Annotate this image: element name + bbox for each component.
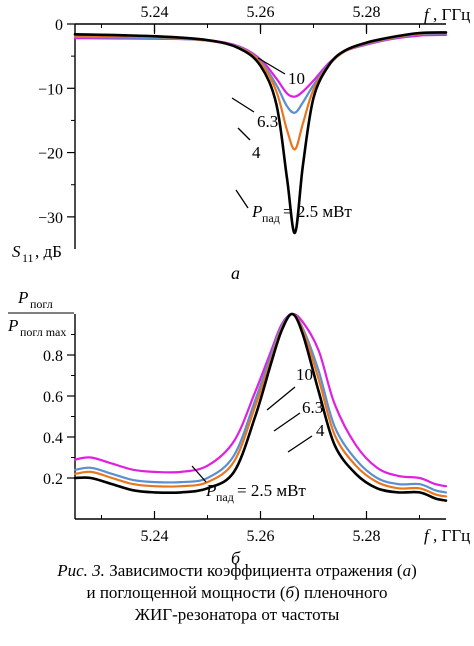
- chart-a-curve-label: 4: [252, 143, 261, 162]
- chart-a-series-2-5: [73, 31, 448, 235]
- caption-ref-a: а: [402, 561, 412, 580]
- chart-a-y-axis-symbol: S: [12, 242, 21, 261]
- chart-a-y-tick-label: −10: [38, 81, 63, 98]
- chart-a-y-axis-sub: 11: [22, 251, 34, 265]
- chart-b-y-axis-bottom-sub: погл max: [20, 325, 66, 339]
- chart-b-label-leader: [287, 435, 313, 453]
- chart-b-curve-label: 4: [316, 421, 325, 440]
- chart-a-labels: 106.34: [231, 57, 305, 209]
- chart-b-y-tick-label: 0.4: [43, 430, 63, 447]
- caption-text-1: Зависимости коэффициента отражения (: [104, 561, 403, 580]
- chart-a-panel-label: а: [231, 263, 240, 283]
- caption-text-2: и поглощенной мощности (: [86, 583, 286, 602]
- chart-b-y-tick-label: 0.6: [43, 389, 63, 406]
- chart-a-y-tick-label: 0: [55, 17, 63, 34]
- chart-b-series-2-5: [73, 312, 448, 502]
- caption-figure-label: Рис. 3.: [57, 561, 105, 580]
- chart-a-curve-label: 6.3: [257, 112, 278, 131]
- chart-b-x-tick-label: 5.28: [353, 528, 381, 545]
- chart-a-label-leader: [257, 57, 286, 75]
- chart-b-axes: 5.24 5.26 5.28 0.2 0.4 0.6 0.8: [43, 314, 446, 545]
- chart-b-power-value: = 2.5 мВт: [237, 481, 306, 500]
- chart-a-y-tick-label: −30: [38, 210, 63, 227]
- chart-a-x-tick-label: 5.28: [353, 4, 381, 21]
- chart-b-y-tick-label: 0.8: [43, 348, 63, 365]
- chart-a: 5.24 5.26 5.280−10−20−30 106.34 f , ГГц S …: [12, 4, 470, 283]
- chart-a-x-axis-symbol: f: [424, 5, 431, 24]
- chart-a-series-6-3: [73, 32, 448, 114]
- chart-a-label-leader: [237, 127, 251, 141]
- chart-b-x-axis-unit: , ГГц: [433, 526, 470, 545]
- chart-b-y-axis-top-sub: погл: [30, 297, 53, 311]
- chart-a-x-axis-unit: , ГГц: [433, 5, 470, 24]
- chart-b-labels: 106.34: [191, 365, 325, 483]
- chart-b-y-axis-bottom-symbol: P: [7, 316, 18, 335]
- chart-a-x-tick-label: 5.24: [141, 4, 169, 21]
- chart-b: 5.24 5.26 5.280.20.40.60.8 106.34 f , ГГц …: [7, 288, 470, 568]
- caption-line-3: ЖИГ-резонатора от частоты: [134, 605, 340, 624]
- chart-b-series-group: [73, 312, 448, 502]
- caption-line-2: и поглощенной мощности (б) пленочного: [0, 582, 474, 604]
- chart-a-y-tick-label: −20: [38, 146, 63, 163]
- chart-a-label-leader: [231, 97, 255, 113]
- figure-caption: Рис. 3. Зависимости коэффициента отражен…: [0, 560, 474, 626]
- caption-ref-b: б: [285, 583, 295, 602]
- chart-a-power-value: = 2.5 мВт: [283, 202, 352, 221]
- chart-b-power-symbol: P: [205, 481, 216, 500]
- chart-b-curve-label: 10: [296, 365, 313, 384]
- chart-b-panel-label: б: [231, 548, 241, 568]
- chart-b-y-tick-label: 0.2: [43, 471, 63, 488]
- chart-a-series-group: [73, 31, 448, 235]
- chart-b-power-sub: пад: [216, 490, 234, 504]
- chart-a-curve-label: 10: [288, 69, 305, 88]
- chart-b-curve-label: 6.3: [302, 398, 323, 417]
- caption-text-1-end: ): [411, 561, 417, 580]
- chart-a-power-leader: [235, 189, 249, 209]
- chart-b-power-leader: [191, 465, 207, 483]
- chart-b-label-leader: [273, 412, 301, 432]
- chart-a-series-4: [73, 31, 448, 151]
- chart-b-x-axis-symbol: f: [424, 526, 431, 545]
- chart-b-y-axis-top-symbol: P: [17, 288, 28, 307]
- chart-a-power-symbol: P: [251, 202, 262, 221]
- caption-line-1: Рис. 3. Зависимости коэффициента отражен…: [0, 560, 474, 582]
- chart-b-label-leader: [266, 386, 296, 411]
- chart-a-y-axis-unit: , дБ: [35, 242, 62, 261]
- chart-a-power-sub: пад: [262, 211, 280, 225]
- chart-b-x-tick-label: 5.26: [247, 528, 275, 545]
- chart-b-x-tick-label: 5.24: [141, 528, 169, 545]
- caption-text-2-end: ) пленочного: [294, 583, 388, 602]
- chart-a-x-tick-label: 5.26: [247, 4, 275, 21]
- chart-a-axes: 5.24 5.26 5.28 0 −10 −20 −30: [38, 4, 446, 249]
